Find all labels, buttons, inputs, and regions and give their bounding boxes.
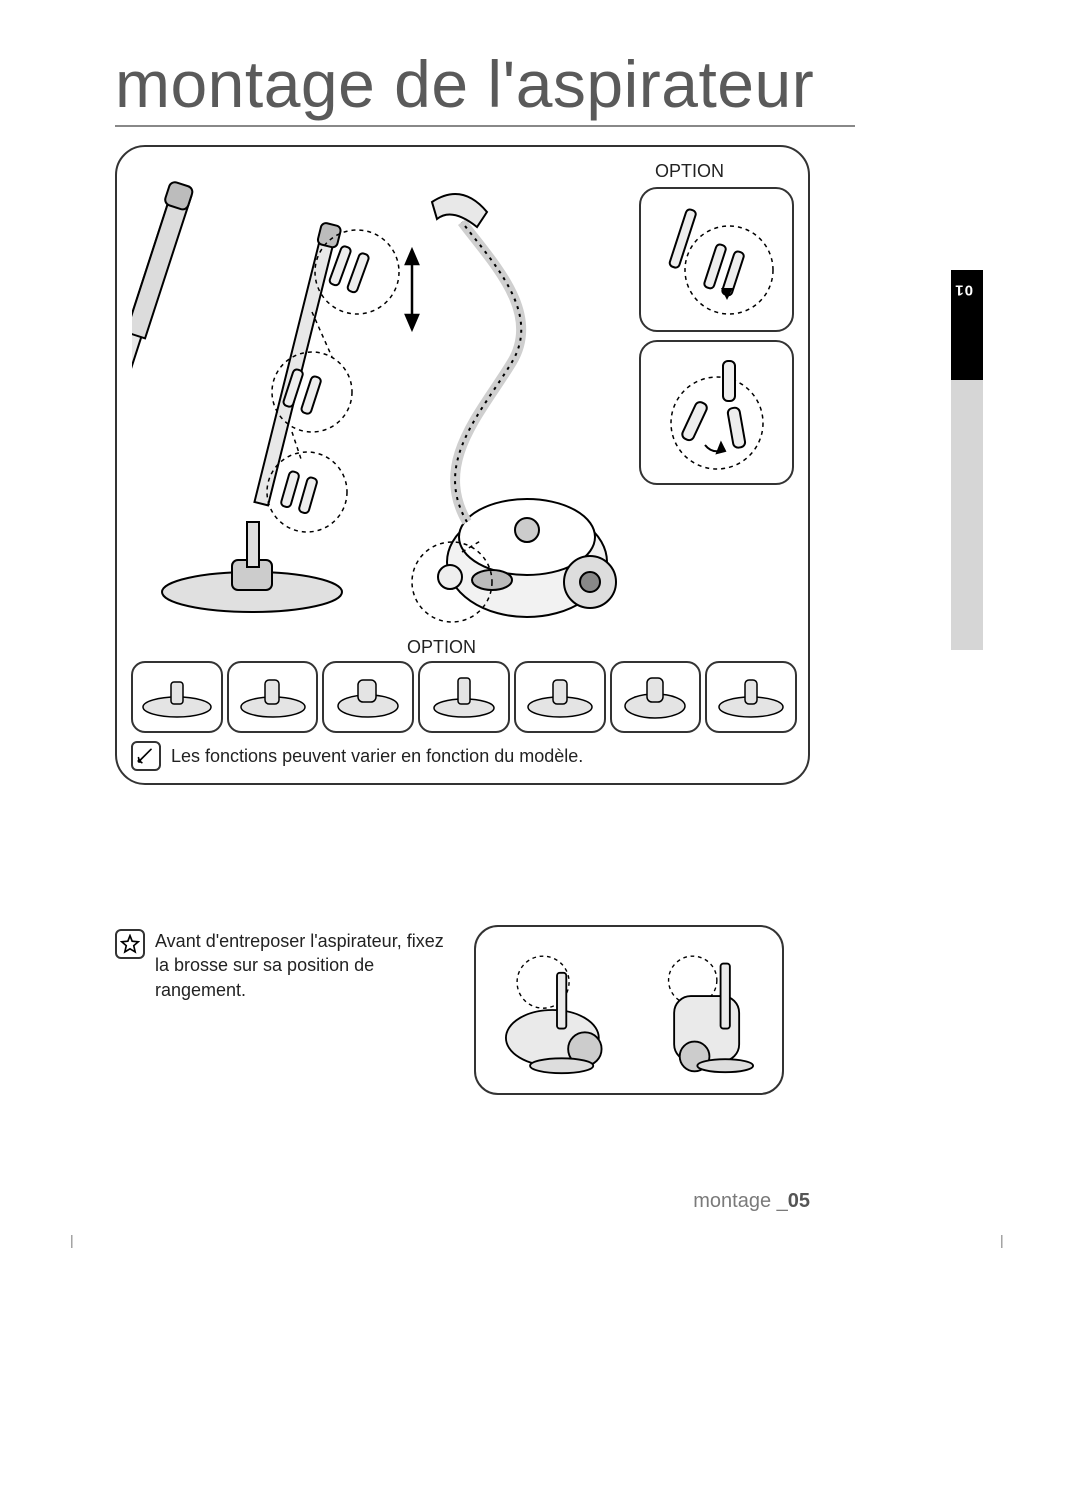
assembly-panel: OPTION: [115, 145, 810, 785]
star-icon: [115, 929, 145, 959]
accessory-head-1: [131, 661, 223, 733]
option-side-group: [639, 187, 794, 493]
crop-mark-left: |: [70, 1232, 74, 1248]
note-text: Les fonctions peuvent varier en fonction…: [171, 746, 583, 767]
manual-page: montage de l'aspirateur 01 MONTAGE OPTIO…: [115, 50, 965, 1460]
model-note: Les fonctions peuvent varier en fonction…: [131, 741, 797, 771]
footer-page: 05: [788, 1190, 810, 1212]
storage-block: Avant d'entreposer l'aspirateur, fixez l…: [115, 925, 810, 1095]
assembly-diagram: [132, 162, 622, 632]
accessory-head-6: [610, 661, 702, 733]
storage-pose-a: [492, 940, 622, 1080]
option-label-top: OPTION: [655, 161, 724, 182]
option-label-bottom: OPTION: [407, 637, 476, 658]
section-tab: 01 MONTAGE: [951, 270, 983, 650]
option-tube-join-a: [639, 187, 794, 332]
crop-mark-right: |: [1000, 1232, 1004, 1248]
page-title: montage de l'aspirateur: [115, 50, 855, 127]
accessory-head-7: [705, 661, 797, 733]
accessory-head-2: [227, 661, 319, 733]
tab-highlight: [951, 270, 983, 380]
tab-track: [951, 380, 983, 650]
note-icon: [131, 741, 161, 771]
accessory-head-4: [418, 661, 510, 733]
accessory-head-5: [514, 661, 606, 733]
storage-text-wrap: Avant d'entreposer l'aspirateur, fixez l…: [115, 925, 460, 1002]
footer-label: montage _: [693, 1190, 788, 1212]
page-footer: montage _05: [115, 1190, 810, 1213]
storage-text: Avant d'entreposer l'aspirateur, fixez l…: [155, 929, 460, 1002]
storage-pose-b: [637, 940, 767, 1080]
option-tube-join-b: [639, 340, 794, 485]
accessory-head-3: [322, 661, 414, 733]
storage-panel: [474, 925, 784, 1095]
accessory-row: [131, 661, 797, 733]
